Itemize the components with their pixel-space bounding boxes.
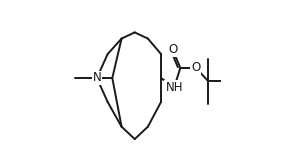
Text: O: O <box>168 43 177 56</box>
Text: N: N <box>92 71 101 85</box>
Text: O: O <box>191 61 200 74</box>
Text: NH: NH <box>165 81 183 94</box>
